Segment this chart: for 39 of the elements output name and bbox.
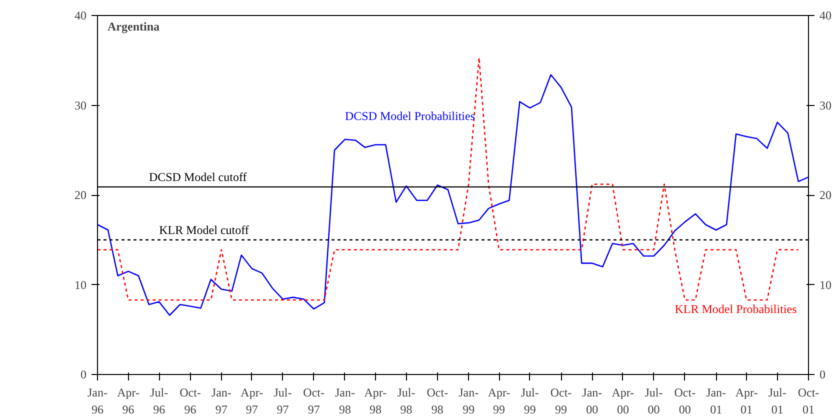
- y-tick-label: 20: [74, 188, 86, 202]
- x-tick-label: Jan-99: [458, 386, 479, 416]
- x-tick-label: Jan-97: [211, 386, 232, 416]
- y2-tick-label: 30: [820, 98, 832, 112]
- x-tick-label: Oct-01: [798, 386, 820, 416]
- x-tick-label: Apr-98: [364, 386, 387, 416]
- x-tick-label: Apr-97: [240, 386, 264, 416]
- y2-tick-label: 10: [820, 278, 832, 292]
- y-tick-label: 0: [80, 368, 86, 382]
- x-tick-label: Jul-01: [768, 386, 786, 416]
- series-label: KLR Model Probabilities: [674, 302, 798, 316]
- x-tick-label: Jul-98: [397, 386, 416, 416]
- x-tick-label: Jul-00: [644, 386, 663, 416]
- x-tick-label: Jan-01: [706, 386, 726, 416]
- x-tick-label: Oct-97: [303, 386, 325, 416]
- x-tick-label: Oct-99: [550, 386, 572, 416]
- y2-tick-label: 0: [820, 368, 826, 382]
- ref-line-label: KLR Model cutoff: [159, 222, 249, 237]
- x-tick-label: Apr-00: [612, 386, 634, 416]
- series-label: DCSD Model Probabilities: [344, 109, 476, 124]
- y-tick-label: 30: [74, 98, 86, 112]
- x-tick-label: Apr-01: [735, 386, 758, 416]
- x-tick-label: Jan-96: [88, 386, 108, 416]
- ref-line-label: DCSD Model cutoff: [148, 170, 247, 184]
- chart-title: Argentina: [108, 20, 160, 34]
- x-tick-label: Apr-99: [488, 386, 510, 416]
- x-tick-label: Jan-00: [582, 386, 602, 416]
- x-tick-label: Apr-96: [117, 386, 140, 416]
- x-tick-label: Oct-96: [180, 386, 201, 416]
- x-tick-label: Oct-00: [674, 386, 696, 416]
- x-tick-label: Jul-96: [150, 386, 168, 416]
- x-tick-label: Jan-98: [335, 386, 355, 416]
- x-tick-label: Oct-98: [426, 386, 448, 416]
- y-tick-label: 10: [74, 278, 86, 292]
- y-tick-label: 40: [74, 8, 86, 22]
- x-tick-label: Jul-99: [520, 386, 539, 416]
- y2-tick-label: 20: [820, 188, 832, 202]
- x-tick-label: Jul-97: [274, 386, 292, 416]
- y2-tick-label: 40: [820, 8, 832, 22]
